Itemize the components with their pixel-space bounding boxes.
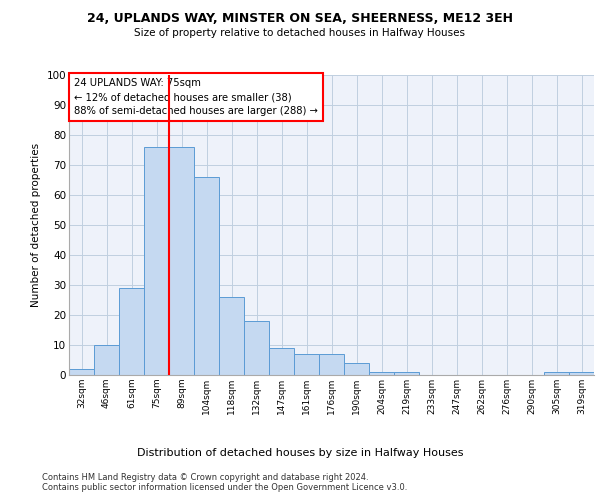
Bar — [369, 372, 394, 375]
Bar — [319, 354, 344, 375]
Text: 24, UPLANDS WAY, MINSTER ON SEA, SHEERNESS, ME12 3EH: 24, UPLANDS WAY, MINSTER ON SEA, SHEERNE… — [87, 12, 513, 26]
Bar — [269, 348, 294, 375]
Bar — [144, 147, 169, 375]
Bar — [544, 372, 569, 375]
Y-axis label: Number of detached properties: Number of detached properties — [31, 143, 41, 307]
Bar — [569, 372, 594, 375]
Text: Contains HM Land Registry data © Crown copyright and database right 2024.: Contains HM Land Registry data © Crown c… — [42, 472, 368, 482]
Bar — [94, 345, 119, 375]
Bar — [69, 369, 94, 375]
Text: Contains public sector information licensed under the Open Government Licence v3: Contains public sector information licen… — [42, 484, 407, 492]
Text: Distribution of detached houses by size in Halfway Houses: Distribution of detached houses by size … — [137, 448, 463, 458]
Bar — [119, 288, 144, 375]
Bar — [344, 363, 369, 375]
Bar — [169, 147, 194, 375]
Bar — [194, 177, 219, 375]
Text: 24 UPLANDS WAY: 75sqm
← 12% of detached houses are smaller (38)
88% of semi-deta: 24 UPLANDS WAY: 75sqm ← 12% of detached … — [74, 78, 318, 116]
Text: Size of property relative to detached houses in Halfway Houses: Size of property relative to detached ho… — [134, 28, 466, 38]
Bar — [219, 297, 244, 375]
Bar — [394, 372, 419, 375]
Bar — [244, 321, 269, 375]
Bar — [294, 354, 319, 375]
